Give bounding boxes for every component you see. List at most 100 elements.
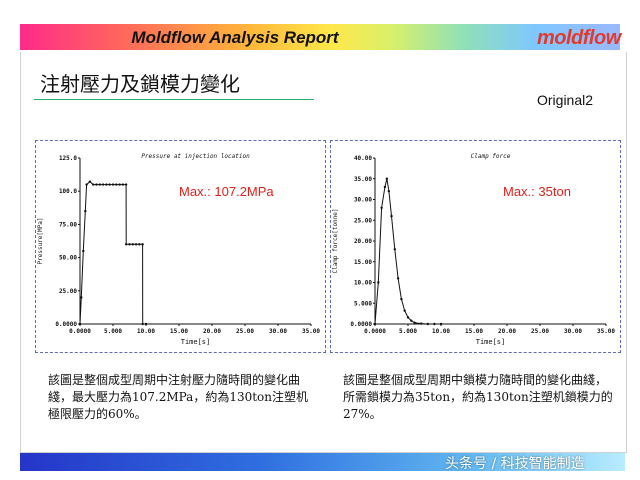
pressure-chart: Pressure at injection location 0.0000 25.0… <box>37 153 320 346</box>
x-tick-label: 30.00 <box>564 328 582 335</box>
data-point <box>377 281 380 284</box>
data-point <box>144 322 148 326</box>
x-tick-label: 25.00 <box>531 328 549 335</box>
y-tick-label: 50.00 <box>59 255 77 262</box>
watermark-text: 头条号 / 科技智能制造 <box>445 456 585 472</box>
data-point <box>101 183 105 186</box>
clamp-force-chart: Clamp force 0.0000 5.000 10.00 15.00 20.00 25.… <box>332 153 615 346</box>
data-point <box>125 243 128 246</box>
data-point <box>128 243 131 246</box>
data-point <box>141 322 144 326</box>
x-tick-label: 30.00 <box>269 328 287 335</box>
data-point <box>131 243 134 246</box>
y-tick-label: 25.00 <box>59 288 77 295</box>
slide-frame <box>20 52 627 453</box>
data-point <box>105 183 108 186</box>
max-annotation: Max.: 107.2MPa <box>179 184 274 199</box>
x-tick-label: 20.00 <box>498 328 516 335</box>
data-point <box>390 214 393 218</box>
data-point <box>141 243 144 246</box>
data-point <box>95 183 98 186</box>
y-tick-label: 25.00 <box>354 217 372 224</box>
data-point <box>115 183 118 186</box>
x-axis-label: Time[s] <box>181 338 211 346</box>
data-point <box>373 322 377 326</box>
title-divider <box>34 99 314 100</box>
series-line <box>374 178 441 325</box>
data-point <box>80 296 83 299</box>
data-point <box>406 316 410 319</box>
data-point <box>403 309 406 312</box>
y-tick-label: 30.00 <box>354 197 372 204</box>
data-point <box>78 322 82 326</box>
data-point <box>82 249 85 253</box>
data-point <box>92 183 95 186</box>
data-point <box>387 190 391 193</box>
data-point <box>380 206 383 209</box>
x-tick-label: 35.00 <box>597 328 615 335</box>
data-point <box>396 277 400 280</box>
header-bar: Moldflow Analysis Report <box>20 24 620 50</box>
data-point <box>413 321 416 324</box>
data-point <box>124 183 128 186</box>
data-point <box>118 183 121 186</box>
y-tick-label: 100.0 <box>59 188 77 195</box>
y-tick-label: 0.0000 <box>55 321 77 328</box>
x-tick-label: 10.00 <box>432 328 450 335</box>
x-tick-label: 25.00 <box>236 328 254 335</box>
chart-title: Pressure at injection location <box>141 153 250 160</box>
y-tick-label: 35.00 <box>354 176 372 183</box>
y-tick-label: 15.00 <box>354 259 372 266</box>
x-tick-label: 0.0000 <box>69 328 91 335</box>
chart-title: Clamp force <box>471 153 511 160</box>
data-point <box>85 183 88 186</box>
data-point <box>420 322 423 325</box>
series-line <box>79 180 146 325</box>
data-point <box>138 243 141 246</box>
data-point <box>88 180 92 183</box>
y-axis-label: Clamp force[tonne] <box>332 208 339 273</box>
x-tick-label: 20.00 <box>203 328 221 335</box>
data-point <box>108 183 111 186</box>
data-point <box>98 183 101 186</box>
data-point <box>385 177 389 180</box>
moldflow-logo: moldflow <box>537 27 623 49</box>
report-title: Moldflow Analysis Report <box>131 28 339 47</box>
x-tick-label: 5.000 <box>399 328 417 335</box>
y-tick-label: 125.0 <box>59 155 77 162</box>
data-point <box>121 183 125 186</box>
y-tick-label: 75.00 <box>59 221 77 228</box>
max-annotation: Max.: 35ton <box>503 184 571 199</box>
pressure-caption: 該圖是整個成型周期中注射壓力隨時間的變化曲綫，最大壓力為107.2MPa，約為1… <box>48 373 309 421</box>
data-point <box>111 183 115 186</box>
clamp-force-caption: 該圖是整個成型周期中鎖模力隨時間的變化曲綫，所需鎖模力為35ton，約為130t… <box>343 373 613 421</box>
y-tick-label: 40.00 <box>354 155 372 162</box>
x-tick-label: 15.00 <box>465 328 483 335</box>
data-point <box>439 322 443 326</box>
data-point <box>400 297 403 301</box>
label-original: Original2 <box>537 92 594 108</box>
y-tick-label: 5.000 <box>354 300 372 307</box>
data-point <box>393 248 396 251</box>
footer-bar <box>20 453 625 471</box>
y-tick-label: 10.00 <box>354 280 372 287</box>
data-point <box>433 322 436 326</box>
y-axis-label: Pressure[MPa] <box>37 218 44 265</box>
data-point <box>426 322 429 326</box>
x-tick-label: 0.0000 <box>364 328 386 335</box>
slide-title: 注射壓力及鎖模力變化 <box>40 72 240 96</box>
data-point <box>84 209 87 213</box>
data-point <box>383 185 387 189</box>
y-tick-label: 0.0000 <box>350 321 372 328</box>
pressure-chart-panel: Pressure at injection location 0.0000 25.0… <box>35 140 326 353</box>
x-tick-label: 10.00 <box>137 328 155 335</box>
moldflow-logo-text: moldflow <box>537 27 623 49</box>
x-tick-label: 5.000 <box>104 328 122 335</box>
x-tick-label: 15.00 <box>170 328 188 335</box>
y-tick-label: 20.00 <box>354 238 372 245</box>
x-axis-label: Time[s] <box>476 338 506 346</box>
x-tick-label: 35.00 <box>302 328 320 335</box>
clamp-force-chart-panel: Clamp force 0.0000 5.000 10.00 15.00 20.00 25.… <box>330 140 621 353</box>
data-point <box>410 319 413 322</box>
data-point <box>134 243 138 246</box>
